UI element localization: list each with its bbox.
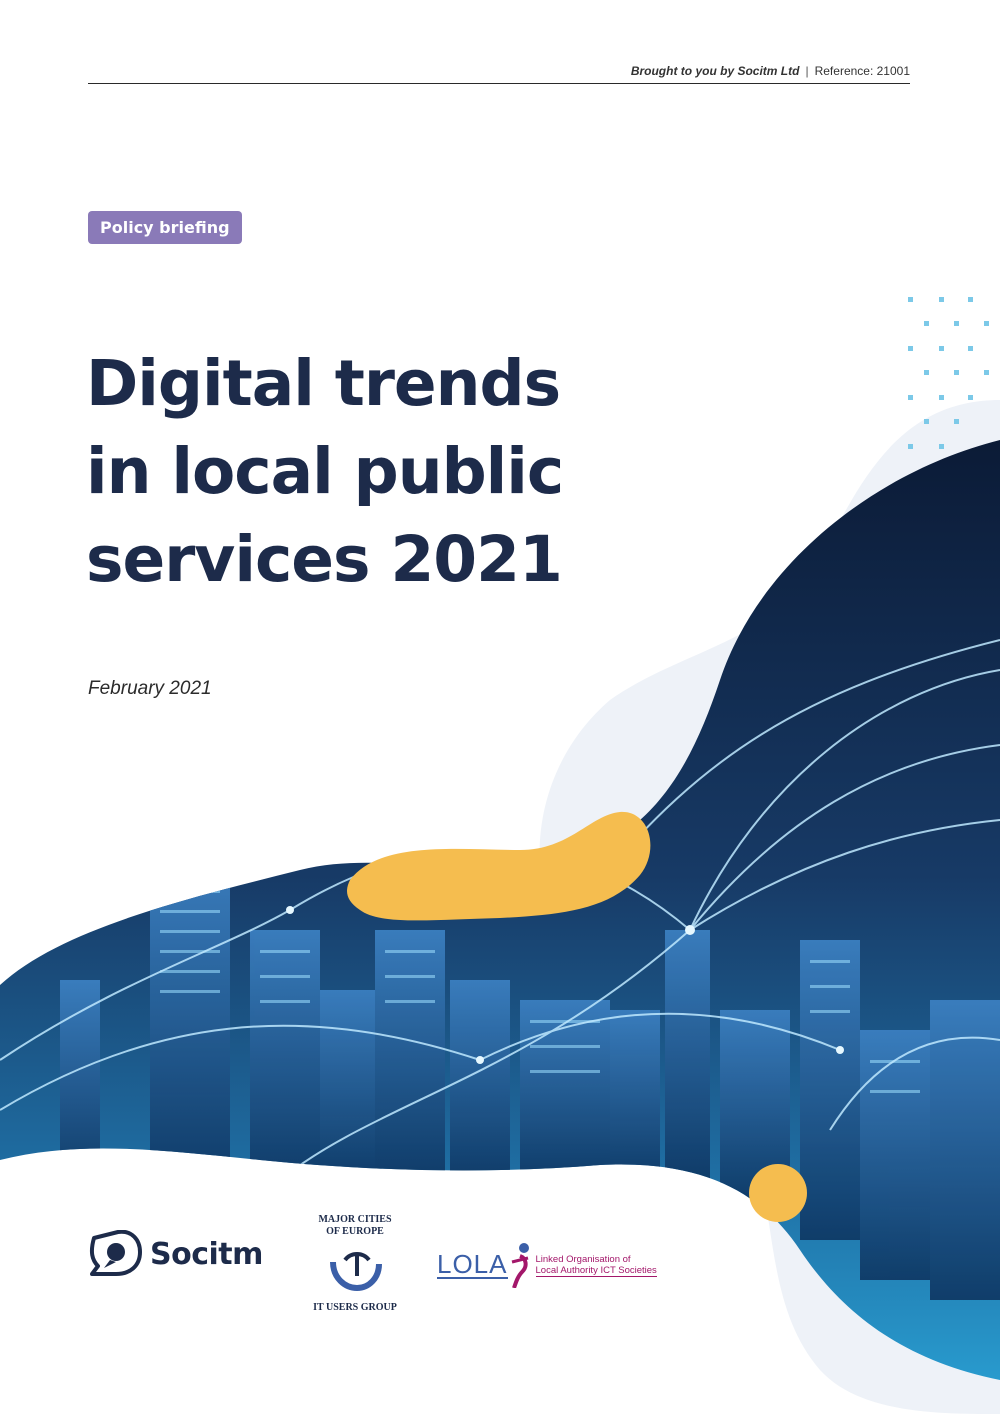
socitm-wordmark: Socitm <box>150 1236 263 1272</box>
reference-text: Reference: 21001 <box>814 64 910 78</box>
mcoe-emblem-icon <box>330 1252 382 1292</box>
major-cities-logo: MAJOR CITIES OF EUROPE IT USERS GROUP <box>300 1214 410 1314</box>
yellow-dot <box>749 1164 807 1222</box>
header-attribution: Brought to you by Socitm Ltd | Reference: … <box>631 64 910 78</box>
lola-sub-line-1: Linked Organisation of <box>535 1253 631 1265</box>
logo-row: Socitm MAJOR CITIES OF EUROPE IT USERS G… <box>0 1210 1000 1313</box>
policy-briefing-badge: Policy briefing <box>88 211 242 244</box>
lola-logo: LOLA Linked Organisation of Local Author… <box>437 1242 657 1288</box>
title-line-3: services 2021 <box>86 523 563 596</box>
lola-subtitle: Linked Organisation of Local Authority I… <box>535 1253 657 1277</box>
dots-decoration <box>908 297 989 449</box>
socitm-speech-icon <box>89 1230 142 1276</box>
mcoe-line-3: IT USERS GROUP <box>313 1302 397 1313</box>
header-separator: | <box>805 64 809 78</box>
mcoe-line-2: OF EUROPE <box>326 1226 384 1237</box>
socitm-logo: Socitm <box>88 1230 263 1278</box>
header-rule <box>88 83 910 84</box>
title-line-1: Digital trends <box>86 347 561 420</box>
yellow-blob <box>347 811 651 921</box>
brought-by-text: Brought to you by Socitm Ltd <box>630 64 800 78</box>
lola-sub-line-2: Local Authority ICT Societies <box>535 1264 657 1276</box>
mcoe-line-1: MAJOR CITIES <box>318 1214 392 1225</box>
lola-wordmark: LOLA <box>437 1249 508 1279</box>
title-line-2: in local public <box>86 435 564 508</box>
page-title: Digital trends in local public services … <box>86 340 646 604</box>
publication-date: February 2021 <box>88 678 212 699</box>
lola-figure-icon <box>511 1243 529 1288</box>
